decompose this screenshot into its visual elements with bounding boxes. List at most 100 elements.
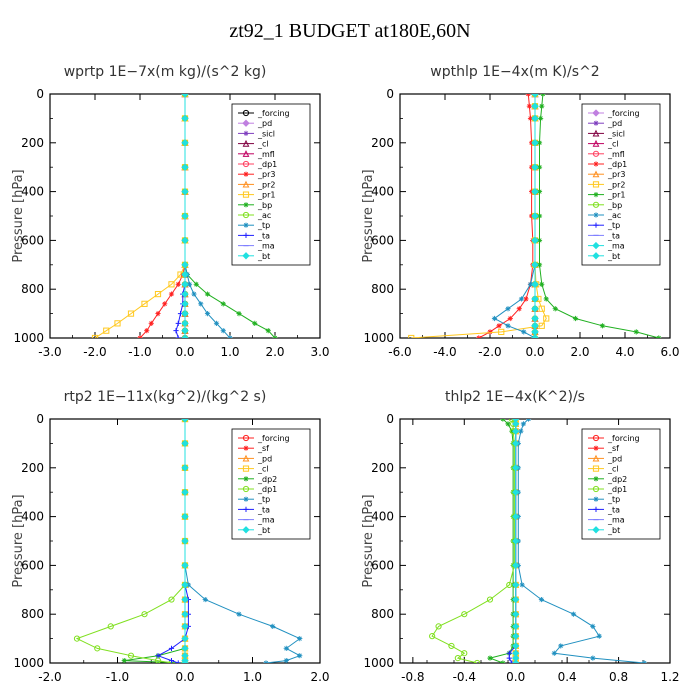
y-tick-label: 400 — [21, 185, 44, 199]
data-point — [531, 305, 539, 313]
legend-marker — [242, 252, 250, 260]
legend-entry: _dp1 — [257, 485, 277, 494]
legend-entry: _mfl — [607, 150, 625, 159]
legend-marker — [593, 496, 599, 502]
data-point — [265, 328, 271, 334]
legend-entry: _dp1 — [607, 485, 627, 494]
data-point — [91, 334, 99, 338]
data-point — [633, 329, 639, 335]
data-point — [531, 295, 539, 303]
legend-marker — [242, 526, 250, 534]
data-point — [512, 632, 520, 640]
data-point — [297, 636, 303, 642]
x-tick-label: 2.0 — [265, 345, 284, 359]
data-point — [506, 655, 512, 661]
legend-marker — [593, 192, 599, 198]
data-point — [536, 262, 543, 268]
data-point — [552, 306, 558, 312]
legend-marker — [593, 120, 599, 126]
data-point — [505, 421, 511, 427]
data-point — [175, 660, 181, 663]
legend-entry: _bt — [257, 252, 270, 261]
data-point — [500, 660, 506, 663]
data-point — [516, 306, 522, 312]
legend-entry: _bt — [607, 526, 620, 535]
y-tick-label: 600 — [371, 558, 394, 572]
data-point — [590, 655, 596, 661]
data-point — [175, 335, 181, 338]
data-point — [543, 296, 549, 302]
series-group — [408, 94, 662, 338]
data-point — [107, 623, 114, 630]
data-point — [181, 163, 189, 171]
legend-entry: _bp — [607, 201, 622, 210]
data-point — [181, 236, 189, 245]
y-axis-label: Pressure [hPa] — [361, 494, 376, 587]
data-point — [570, 611, 577, 617]
legend-entry: _pr1 — [257, 191, 275, 200]
y-axis-label: Pressure [hPa] — [361, 169, 376, 262]
data-point — [154, 290, 162, 298]
data-point — [512, 595, 520, 604]
data-point — [181, 290, 189, 298]
data-point — [538, 596, 545, 603]
data-point — [525, 419, 532, 422]
legend-marker — [592, 201, 600, 208]
data-point — [486, 596, 494, 603]
legend-marker — [592, 434, 600, 442]
data-point — [155, 311, 161, 317]
x-tick-label: -2.0 — [83, 345, 106, 359]
legend-entry: _sf — [607, 444, 619, 453]
legend-entry: _pr2 — [607, 180, 625, 189]
series-line — [539, 94, 659, 338]
y-tick-label: 600 — [21, 558, 44, 572]
data-point — [509, 428, 515, 434]
x-tick-label: 1.0 — [220, 345, 239, 359]
legend-entry: _pr3 — [607, 170, 625, 179]
data-point — [181, 419, 189, 423]
data-point — [227, 335, 233, 338]
data-point — [518, 428, 524, 434]
y-tick-label: 1000 — [363, 331, 394, 345]
legend-entry: _dp2 — [257, 475, 277, 484]
legend-marker — [592, 465, 600, 472]
legend-entry: _ta — [607, 505, 620, 514]
data-point — [408, 334, 415, 338]
data-point — [272, 335, 278, 338]
y-tick-label: 400 — [371, 510, 394, 524]
data-point — [527, 115, 534, 121]
data-point — [181, 561, 189, 570]
data-point — [168, 291, 175, 297]
data-point — [536, 164, 543, 170]
y-tick-label: 1000 — [13, 331, 44, 345]
x-tick-label: -3.0 — [38, 345, 61, 359]
data-point — [531, 314, 539, 323]
x-tick-label: 2.0 — [570, 345, 589, 359]
legend-entry: _forcing — [257, 434, 290, 443]
data-point — [297, 653, 303, 659]
data-point — [73, 635, 81, 642]
data-point — [181, 319, 189, 328]
legend-entry: _bt — [607, 252, 620, 261]
data-point — [572, 315, 579, 322]
data-point — [181, 537, 189, 545]
data-point — [543, 315, 550, 322]
data-point — [181, 464, 189, 472]
data-point — [505, 323, 511, 329]
legend-marker — [242, 109, 250, 117]
series-group — [73, 419, 303, 663]
legend-entry: _dp1 — [257, 160, 277, 169]
series-line — [478, 94, 534, 338]
x-tick-label: 0.4 — [558, 670, 577, 684]
data-point — [509, 660, 515, 663]
data-point — [496, 323, 502, 329]
x-tick-label: 3.0 — [310, 345, 329, 359]
data-point — [512, 642, 520, 650]
x-tick-label: 1.0 — [243, 670, 262, 684]
panel-title: wpthlp 1E−4x(m K)/s^2 — [430, 64, 599, 80]
figure-title: zt92_1 BUDGET at180E,60N — [229, 20, 471, 42]
data-point — [435, 623, 442, 630]
y-tick-label: 1000 — [363, 656, 394, 670]
data-point — [539, 103, 545, 109]
data-point — [641, 660, 647, 663]
